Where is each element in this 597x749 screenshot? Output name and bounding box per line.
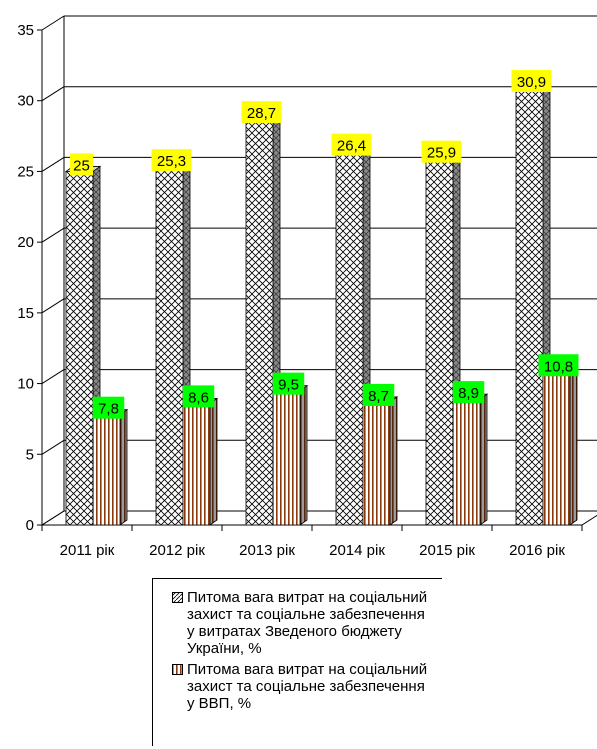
gridline-side bbox=[41, 439, 65, 455]
data-label-gdp: 8,6 bbox=[188, 389, 209, 406]
stripes-swatch-icon bbox=[172, 664, 183, 675]
bar-gdp-share bbox=[181, 397, 219, 526]
legend-entry-gdp-share: Питома вага витрат на соціальний захист … bbox=[159, 661, 436, 712]
bar-gdp-share bbox=[271, 384, 309, 526]
data-label-box-budget bbox=[151, 149, 192, 172]
y-tick-label: 15 bbox=[17, 305, 34, 322]
y-tick-label: 25 bbox=[17, 163, 34, 180]
data-label-gdp: 9,5 bbox=[278, 377, 299, 394]
data-label-box-budget bbox=[70, 153, 93, 176]
legend-label-budget-share: Питома вага витрат на соціальний захист … bbox=[187, 589, 428, 657]
bar-gdp-share bbox=[451, 393, 489, 526]
data-label-budget: 25 bbox=[73, 157, 90, 174]
bar-gdp-share bbox=[541, 366, 579, 526]
gridline-side bbox=[41, 298, 65, 314]
bar-gdp-share bbox=[361, 396, 399, 526]
x-tick-label: 2014 рік bbox=[329, 542, 385, 559]
bar-chart: 0 5 10 15 20 25 30 35 2011 рік 2012 рік 2013 рік 20… bbox=[17, 15, 597, 559]
data-label-gdp: 7,8 bbox=[98, 401, 119, 418]
data-label-box-budget bbox=[331, 133, 372, 156]
data-label-box-gdp bbox=[182, 385, 215, 408]
gridline-side bbox=[41, 15, 65, 31]
data-label-budget: 28,7 bbox=[247, 105, 276, 122]
gridline-side bbox=[41, 86, 65, 102]
bar-gdp-share bbox=[91, 408, 129, 526]
legend-label-gdp-share: Питома вага витрат на соціальний захист … bbox=[187, 661, 428, 712]
data-label-box-gdp bbox=[362, 383, 395, 406]
data-label-box-budget bbox=[421, 140, 462, 163]
data-label-budget: 25,3 bbox=[157, 153, 186, 170]
data-label-budget: 25,9 bbox=[427, 145, 456, 162]
data-label-box-gdp bbox=[452, 381, 485, 404]
data-label-box-budget bbox=[241, 101, 282, 124]
bar-budget-share bbox=[334, 145, 372, 526]
data-label-budget: 30,9 bbox=[517, 74, 546, 91]
data-label-gdp: 8,9 bbox=[458, 385, 479, 402]
gridline-side bbox=[41, 157, 65, 172]
gridline-side bbox=[41, 227, 65, 243]
y-tick-label: 10 bbox=[17, 376, 34, 393]
x-tick-label: 2016 рік bbox=[509, 542, 565, 559]
x-tick-label: 2011 рік bbox=[60, 542, 115, 559]
data-label-box-gdp bbox=[538, 354, 579, 377]
chart-legend: Питома вага витрат на соціальний захист … bbox=[152, 578, 442, 746]
crosshatch-swatch-icon bbox=[172, 592, 183, 603]
data-label-gdp: 10,8 bbox=[544, 358, 573, 375]
y-tick-label: 0 bbox=[26, 517, 34, 534]
y-tick-label: 35 bbox=[17, 22, 34, 39]
gridline-side bbox=[41, 369, 65, 384]
data-label-box-budget bbox=[511, 69, 552, 92]
bar-budget-share bbox=[424, 152, 462, 526]
data-label-box-gdp bbox=[272, 372, 305, 395]
data-label-gdp: 8,7 bbox=[368, 388, 389, 405]
data-label-budget: 26,4 bbox=[337, 138, 366, 155]
x-tick-label: 2015 рік bbox=[419, 542, 475, 559]
y-tick-label: 30 bbox=[17, 93, 34, 110]
x-tick-label: 2013 рік bbox=[239, 542, 295, 559]
x-tick-label: 2012 рік bbox=[149, 542, 205, 559]
data-label-box-gdp bbox=[92, 396, 125, 419]
y-tick-label: 20 bbox=[17, 234, 34, 251]
y-tick-label: 5 bbox=[26, 446, 34, 463]
legend-entry-budget-share: Питома вага витрат на соціальний захист … bbox=[159, 589, 436, 657]
